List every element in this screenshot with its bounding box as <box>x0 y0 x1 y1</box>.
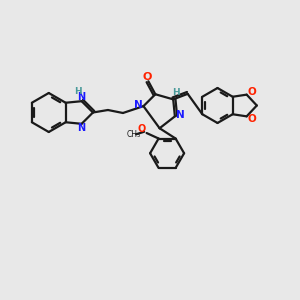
Text: CH₃: CH₃ <box>127 130 141 139</box>
Text: O: O <box>138 124 146 134</box>
Text: N: N <box>78 92 86 102</box>
Text: O: O <box>247 87 256 97</box>
Text: O: O <box>143 72 152 82</box>
Text: H: H <box>74 87 82 96</box>
Text: N: N <box>78 123 86 133</box>
Text: N: N <box>176 110 185 120</box>
Text: O: O <box>247 114 256 124</box>
Text: N: N <box>134 100 143 110</box>
Text: H: H <box>172 88 179 97</box>
